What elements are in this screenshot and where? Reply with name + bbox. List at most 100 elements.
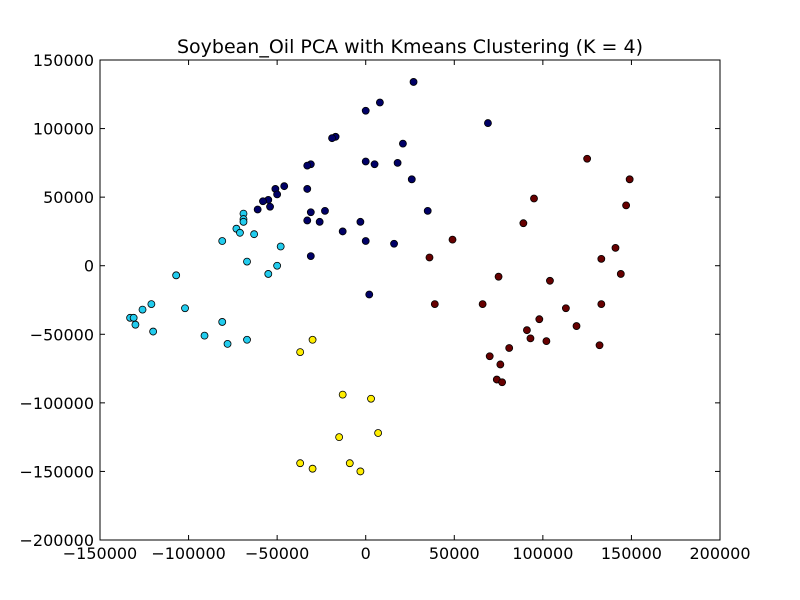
x-tick-label: −100000 [151,544,225,563]
data-point-cluster-2 [218,237,227,245]
data-point-cluster-2 [131,320,140,329]
data-point-cluster-1 [321,206,329,215]
data-point-cluster-2 [264,270,273,278]
data-point-cluster-2 [223,339,232,348]
data-point-cluster-2 [218,318,227,326]
data-point-cluster-3 [583,154,592,163]
data-point-cluster-3 [496,360,505,369]
data-point-cluster-2 [147,300,156,309]
data-point-cluster-1 [259,197,267,206]
data-point-cluster-3 [561,304,570,313]
data-point-cluster-3 [523,326,531,335]
data-point-cluster-1 [303,216,312,225]
data-point-cluster-1 [393,158,402,167]
data-point-cluster-1 [253,205,262,214]
y-tick-label: −100000 [20,394,94,413]
data-point-cluster-1 [375,98,384,107]
data-point-cluster-3 [478,300,487,309]
data-point-cluster-3 [546,276,554,285]
data-point-cluster-3 [542,337,551,346]
y-tick-label: −50000 [30,325,94,344]
data-point-cluster-4 [345,459,354,468]
data-point-cluster-1 [484,119,492,127]
data-point-cluster-4 [308,464,317,473]
plot-frame [99,59,721,541]
data-point-cluster-1 [273,190,282,199]
data-point-cluster-4 [296,348,305,357]
x-tick-label: 100000 [512,544,573,563]
data-point-cluster-1 [328,134,336,143]
data-point-cluster-3 [425,253,434,262]
data-point-cluster-1 [361,106,370,115]
data-point-cluster-1 [303,161,312,170]
data-point-cluster-1 [390,239,398,248]
data-point-cluster-1 [356,217,365,226]
data-point-cluster-2 [243,257,251,266]
y-tick-label: 100000 [33,120,94,139]
data-point-cluster-3 [498,378,507,387]
data-point-cluster-1 [266,202,274,211]
data-point-cluster-2 [243,335,251,344]
x-tick-label: 200000 [689,544,750,563]
data-point-cluster-4 [308,335,317,344]
data-point-cluster-3 [526,334,535,343]
data-point-cluster-3 [535,315,544,324]
data-point-cluster-3 [595,341,604,350]
data-point-cluster-1 [338,227,347,236]
data-point-cluster-2 [149,327,158,336]
data-point-cluster-3 [519,219,528,228]
data-point-cluster-3 [597,254,606,263]
data-point-cluster-4 [367,394,375,403]
data-point-cluster-2 [200,331,209,340]
data-point-cluster-2 [172,271,181,280]
data-point-cluster-3 [530,194,538,203]
y-tick-label: −150000 [20,462,94,481]
x-tick-label: −150000 [63,544,137,563]
ticks-layer: −150000 −100000 −50000 0 50000 100000 150000 20… [20,51,751,563]
y-tick-label: 50000 [43,188,94,207]
data-point-cluster-2 [138,305,147,314]
data-point-cluster-2 [236,228,244,237]
data-point-cluster-1 [370,160,379,169]
data-point-cluster-2 [239,217,248,226]
data-point-cluster-3 [597,300,606,309]
x-tick-label: 50000 [429,544,480,563]
data-point-cluster-3 [572,322,581,330]
data-point-cluster-1 [361,237,370,245]
data-point-cluster-2 [250,230,259,239]
data-point-cluster-1 [303,185,312,193]
data-point-cluster-1 [409,78,418,86]
data-point-cluster-1 [361,157,370,166]
x-tick-label: 150000 [601,544,662,563]
y-tick-label: 150000 [33,51,94,70]
data-point-cluster-1 [306,208,315,217]
x-tick-label: −50000 [245,544,309,563]
data-point-cluster-4 [338,390,347,399]
data-point-cluster-3 [430,300,439,309]
points-layer [126,78,634,476]
data-point-cluster-2 [181,304,189,313]
y-tick-label: 0 [84,257,94,276]
data-point-cluster-2 [276,242,285,251]
data-point-cluster-3 [616,270,625,278]
data-point-cluster-1 [280,182,289,191]
data-point-cluster-3 [505,344,514,352]
data-point-cluster-3 [625,175,634,184]
x-tick-label: 0 [361,544,371,563]
data-point-cluster-3 [485,352,494,361]
data-point-cluster-1 [399,139,407,148]
data-point-cluster-1 [306,252,315,261]
data-point-cluster-3 [494,272,503,281]
data-point-cluster-1 [423,206,432,215]
data-point-cluster-3 [448,235,457,244]
data-point-cluster-3 [622,201,631,210]
data-point-cluster-3 [611,243,620,252]
data-point-cluster-2 [129,313,138,322]
data-point-cluster-4 [374,429,383,437]
data-point-cluster-4 [296,459,305,468]
data-point-cluster-1 [365,290,374,299]
data-point-cluster-2 [273,261,282,270]
data-point-cluster-1 [315,217,324,226]
data-point-cluster-4 [335,433,344,442]
